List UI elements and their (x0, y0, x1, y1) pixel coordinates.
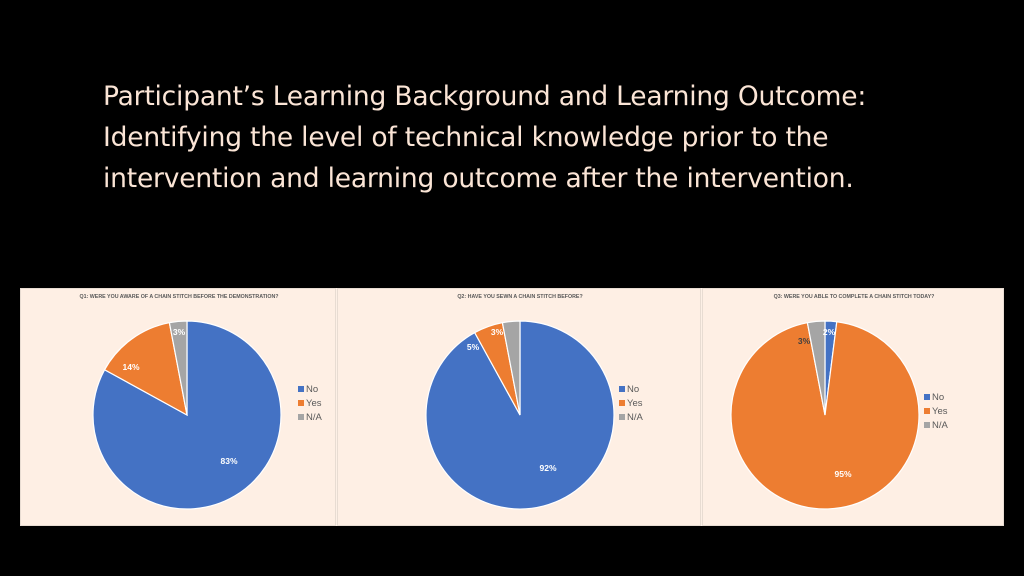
q1-chart-title: Q1: WERE YOU AWARE OF A CHAIN STITCH BEF… (79, 294, 278, 300)
q3-legend-swatch-no (924, 394, 930, 400)
q1-legend-yes: Yes (306, 398, 322, 409)
chart-q2-svg: Q2: HAVE YOU SEWN A CHAIN STITCH BEFORE?… (425, 294, 644, 510)
q1-legend-na: N/A (306, 412, 323, 423)
q2-label-na: 3% (491, 327, 504, 337)
q2-chart-title: Q2: HAVE YOU SEWN A CHAIN STITCH BEFORE? (457, 294, 582, 300)
q3-legend-swatch-na (924, 422, 930, 428)
charts-strip: Q1: WERE YOU AWARE OF A CHAIN STITCH BEF… (20, 288, 1004, 526)
chart-q3: Q3: WERE YOU ABLE TO COMPLETE A CHAIN ST… (702, 288, 1004, 526)
q2-legend-swatch-no (619, 386, 625, 392)
q1-legend-swatch-na (298, 414, 304, 420)
q2-label-yes: 5% (467, 342, 480, 352)
q3-slice-na (806, 320, 826, 416)
q3-label-no: 2% (823, 327, 836, 337)
chart-q1-svg: Q1: WERE YOU AWARE OF A CHAIN STITCH BEF… (79, 294, 323, 510)
q3-legend-swatch-yes (924, 408, 930, 414)
q3-slice-yes (730, 321, 920, 510)
q1-slice-na (168, 320, 188, 416)
q2-legend-na: N/A (627, 412, 644, 423)
q3-legend-yes: Yes (932, 406, 948, 417)
q1-label-yes: 14% (122, 362, 139, 372)
q3-chart-title: Q3: WERE YOU ABLE TO COMPLETE A CHAIN ST… (774, 294, 935, 300)
q2-legend-yes: Yes (627, 398, 643, 409)
chart-q2: Q2: HAVE YOU SEWN A CHAIN STITCH BEFORE?… (337, 288, 701, 526)
chart-q3-svg: Q3: WERE YOU ABLE TO COMPLETE A CHAIN ST… (730, 294, 949, 510)
slide-title-line-3: intervention and learning outcome after … (103, 163, 854, 194)
chart-q1: Q1: WERE YOU AWARE OF A CHAIN STITCH BEF… (20, 288, 336, 526)
slide-title: Participant’s Learning Background and Le… (103, 76, 983, 199)
q1-legend-no: No (306, 384, 318, 395)
slide-title-line-2: Identifying the level of technical knowl… (103, 122, 829, 153)
q1-label-no: 83% (220, 456, 237, 466)
q1-slice-yes (103, 321, 188, 417)
q2-slice-na (501, 320, 521, 416)
q1-legend-swatch-no (298, 386, 304, 392)
q2-legend-swatch-na (619, 414, 625, 420)
q2-legend-no: No (627, 384, 639, 395)
slide-title-line-1: Participant’s Learning Background and Le… (103, 81, 867, 112)
q1-label-na: 3% (173, 327, 186, 337)
q3-label-yes: 95% (834, 469, 851, 479)
q1-legend-swatch-yes (298, 400, 304, 406)
q2-label-no: 92% (539, 463, 556, 473)
q2-legend-swatch-yes (619, 400, 625, 406)
q3-legend-no: No (932, 392, 944, 403)
q3-legend-na: N/A (932, 420, 949, 431)
q3-label-na: 3% (798, 336, 811, 346)
